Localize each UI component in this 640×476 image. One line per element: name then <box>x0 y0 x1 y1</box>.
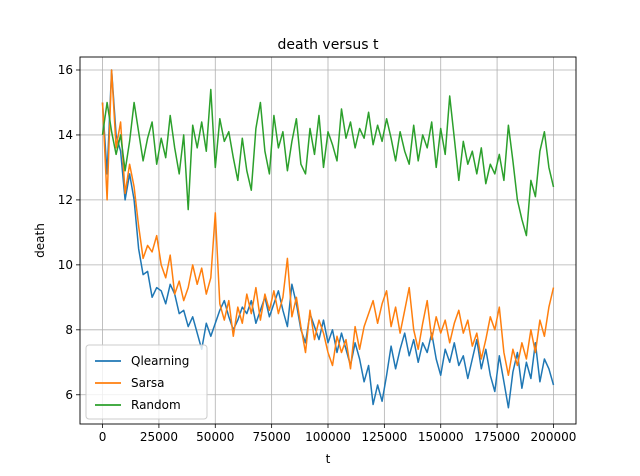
legend-label: Sarsa <box>131 376 165 390</box>
y-tick-label: 12 <box>58 193 73 207</box>
y-tick-label: 14 <box>58 128 73 142</box>
series-line-sarsa <box>101 69 555 377</box>
x-tick-label: 150000 <box>418 430 464 444</box>
x-axis-label: t <box>326 452 331 466</box>
x-tick-label: 125000 <box>361 430 407 444</box>
x-tick-label: 0 <box>99 430 107 444</box>
series-line-random <box>101 88 555 237</box>
grid-lines <box>80 57 576 424</box>
y-tick-label: 6 <box>65 388 73 402</box>
x-tick-label: 75000 <box>253 430 291 444</box>
y-tick-label: 16 <box>58 63 73 77</box>
legend-label: Random <box>131 398 181 412</box>
legend: Qlearning Sarsa Random <box>85 344 208 420</box>
y-tick-label: 10 <box>58 258 73 272</box>
y-tick-label: 8 <box>65 323 73 337</box>
x-tick-label: 50000 <box>196 430 234 444</box>
axis-ticks: 0 25000 50000 75000 100000 125000 150000 175000… <box>58 63 577 444</box>
y-axis-label: death <box>33 223 47 258</box>
x-tick-label: 100000 <box>305 430 351 444</box>
x-tick-label: 175000 <box>474 430 520 444</box>
chart-title: death versus t <box>278 37 379 53</box>
legend-box <box>85 344 208 420</box>
x-tick-label: 200000 <box>531 430 577 444</box>
series-lines <box>101 69 555 409</box>
x-tick-label: 25000 <box>140 430 178 444</box>
series-line-qlearning <box>101 69 555 409</box>
legend-label: Qlearning <box>131 354 189 368</box>
